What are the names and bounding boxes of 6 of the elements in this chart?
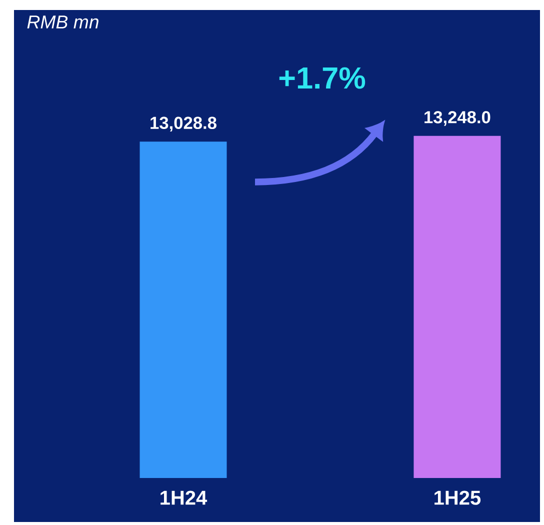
x-tick-label: 1H24 <box>160 490 208 505</box>
x-tick-label: 1H25 <box>434 490 481 505</box>
text: +1.7% <box>279 67 366 89</box>
data-label: 13,028.8 <box>150 116 216 132</box>
data-label: 13,248.0 <box>424 111 490 126</box>
text: RMB mn <box>27 16 98 28</box>
